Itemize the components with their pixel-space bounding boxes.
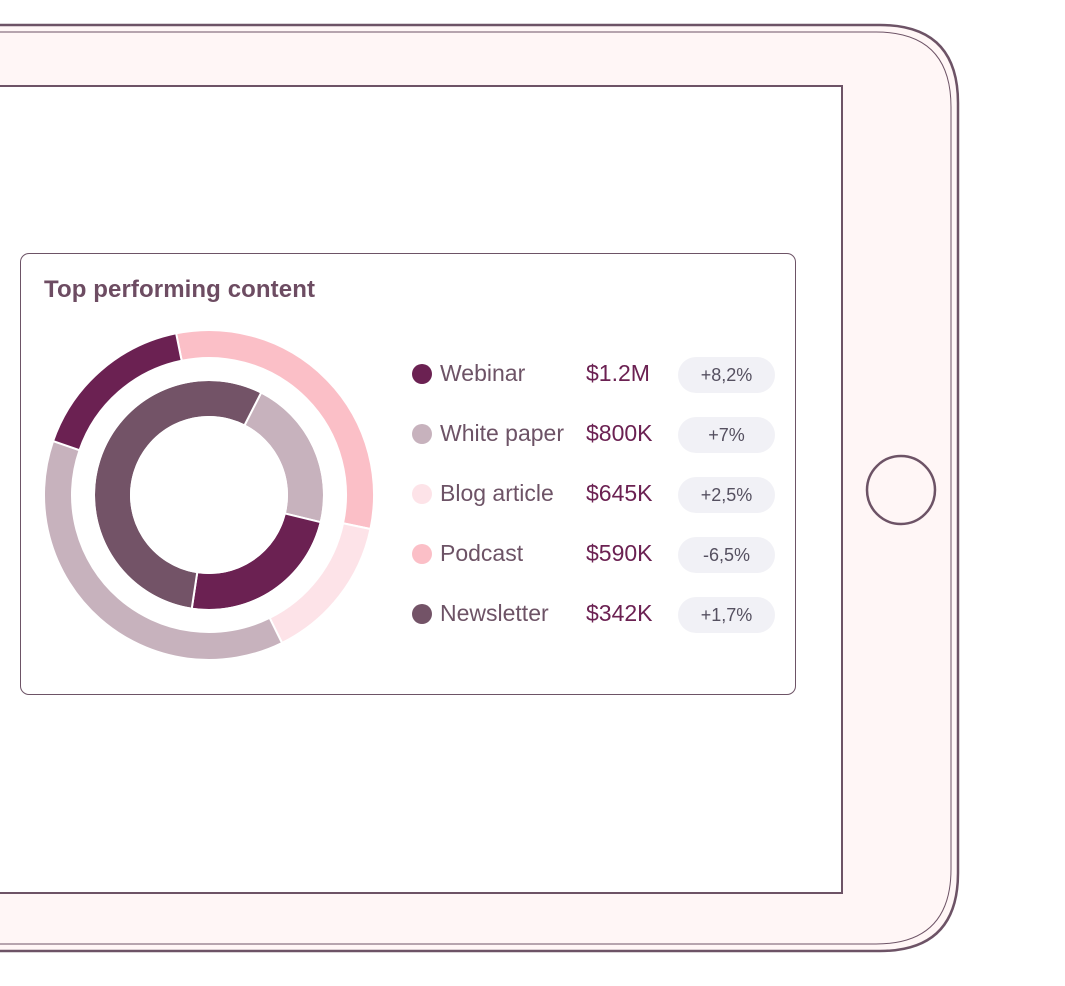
- legend-label: Blog article: [440, 480, 554, 506]
- legend-dot-webinar: [412, 364, 432, 384]
- legend-row-blog-article[interactable]: Blog article $645K +2,5%: [21, 476, 797, 513]
- inner-ring-outer-edge: [93, 379, 325, 611]
- change-badge: -6,5%: [678, 537, 775, 573]
- legend-value: $645K: [586, 480, 653, 506]
- donut-chart: [43, 329, 375, 661]
- legend-dot-podcast: [412, 544, 432, 564]
- outer-slice-webinar[interactable]: [51, 332, 183, 452]
- tablet-bezel-inner-edge: [0, 31, 952, 945]
- legend-dot-blog-article: [412, 484, 432, 504]
- legend-value: $342K: [586, 600, 653, 626]
- home-button[interactable]: [865, 454, 937, 526]
- legend-row-webinar[interactable]: Webinar $1.2M +8,2%: [21, 356, 797, 393]
- legend-value: $590K: [586, 540, 653, 566]
- card-title: Top performing content: [44, 276, 316, 303]
- outer-ring: [43, 329, 375, 661]
- change-badge: +2,5%: [678, 477, 775, 513]
- legend-dot-newsletter: [412, 604, 432, 624]
- legend-value: $800K: [586, 420, 653, 446]
- legend-label: White paper: [440, 420, 565, 446]
- change-badge: +1,7%: [678, 597, 775, 633]
- change-badge: +8,2%: [678, 357, 775, 393]
- top-content-card: Top performing content Webinar $1.2M +8,…: [20, 253, 796, 695]
- inner-ring-inner-edge: [130, 416, 288, 574]
- legend-row-newsletter[interactable]: Newsletter $342K +1,7%: [21, 596, 797, 633]
- legend-row-white-paper[interactable]: White paper $800K +7%: [21, 416, 797, 453]
- legend-dot-white-paper: [412, 424, 432, 444]
- legend-label: Podcast: [440, 540, 524, 566]
- inner-ring: [93, 379, 325, 611]
- change-badge: +7%: [678, 417, 775, 453]
- legend-row-podcast[interactable]: Podcast $590K -6,5%: [21, 536, 797, 573]
- legend-label: Webinar: [440, 360, 526, 386]
- legend-value: $1.2M: [586, 360, 650, 386]
- legend-label: Newsletter: [440, 600, 549, 626]
